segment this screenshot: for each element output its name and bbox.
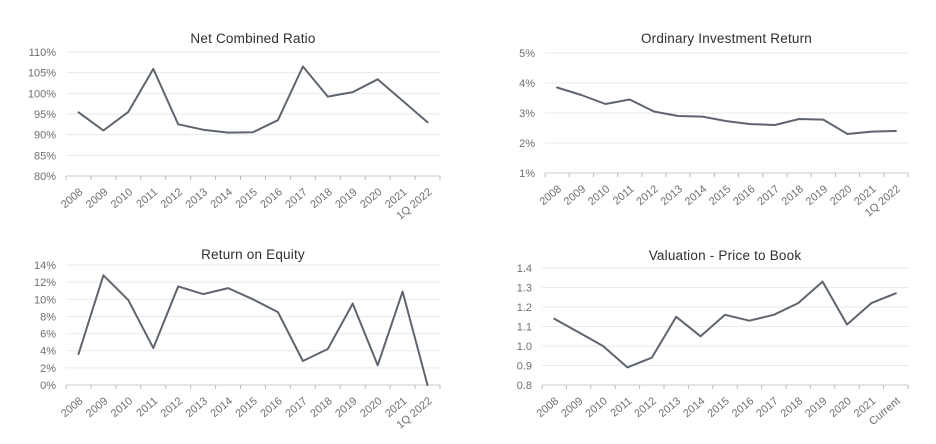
x-tick-label: 2019 (333, 395, 359, 420)
x-tick-label: 2013 (657, 395, 683, 420)
x-tick-label: 2017 (283, 395, 309, 420)
y-tick-label: 0.9 (517, 361, 532, 373)
y-tick-label: 1.4 (517, 263, 532, 275)
x-tick-label: 2009 (559, 395, 585, 420)
x-tick-label: 2015 (233, 186, 259, 211)
chart-ordinary-investment-return: Ordinary Investment Return 5% 4% 3% 2% 1% 200… (468, 0, 936, 222)
x-tick-label: 2017 (755, 183, 781, 208)
valuation-price-to-book-plot: 1.41.31.21.11.00.90.82008200920102011201… (517, 263, 909, 428)
x-tick-label: 2020 (828, 183, 854, 208)
y-tick-label: 8% (40, 311, 56, 323)
x-tick-label: 2010 (109, 186, 135, 211)
y-tick-label: 90% (34, 130, 56, 142)
x-tick-label: 2009 (84, 186, 110, 211)
x-tick-label: 2011 (134, 395, 160, 419)
x-tick-label: 2012 (159, 186, 185, 211)
y-tick-label: 3% (519, 108, 535, 120)
x-tick-label: 2010 (583, 395, 609, 420)
x-tick-label: 2014 (683, 183, 709, 208)
y-tick-label: 0% (40, 380, 56, 392)
series-line (556, 86, 897, 135)
x-tick-label: 2013 (659, 183, 685, 208)
x-tick-label: 2010 (586, 183, 612, 208)
y-tick-label: 1.0 (517, 341, 532, 353)
chart-title: Valuation - Price to Book (648, 248, 802, 263)
y-tick-label: 2% (519, 138, 535, 150)
y-tick-label: 0.8 (517, 380, 532, 392)
series-line (77, 274, 429, 386)
y-tick-label: 4% (519, 78, 535, 90)
chart-title: Net Combined Ratio (190, 31, 316, 46)
x-tick-label: 2014 (209, 395, 235, 420)
y-tick-label: 5% (519, 48, 535, 60)
x-tick-label: 2017 (283, 186, 309, 211)
x-tick-label: 2013 (184, 395, 210, 420)
y-tick-label: 10% (34, 294, 56, 306)
chart-title: Ordinary Investment Return (640, 31, 813, 46)
y-tick-label: 85% (34, 150, 56, 162)
y-tick-label: 2% (40, 363, 56, 375)
chart-valuation-price-to-book: Valuation - Price to Book 1.4 1.3 1.2 1.1 1.… (468, 222, 936, 444)
x-tick-label: 2008 (59, 395, 85, 420)
y-tick-label: 110% (29, 47, 57, 59)
x-tick-label: 2016 (731, 183, 757, 208)
x-tick-label: 2016 (730, 395, 756, 420)
y-tick-label: 1.3 (517, 283, 532, 295)
ordinary-investment-return-plot: 5%4%3%2%1%200820092010201120122013201420… (519, 48, 909, 219)
x-tick-label: 2008 (538, 183, 564, 208)
y-tick-label: 105% (28, 68, 56, 80)
y-tick-label: 4% (40, 346, 56, 358)
y-tick-label: 100% (28, 88, 56, 100)
x-tick-label: 2012 (634, 183, 660, 208)
x-tick-label: 2012 (159, 395, 185, 420)
chart-net-combined-ratio: Net Combined Ratio 110% 105% 100% 95% 90% 85%… (0, 0, 468, 222)
x-tick-label: 2011 (611, 183, 637, 207)
x-tick-label: 2010 (109, 395, 135, 420)
x-tick-label: 2011 (134, 186, 160, 210)
x-tick-label: 2015 (707, 183, 733, 208)
x-tick-label: 2016 (258, 395, 284, 420)
x-tick-label: 2020 (358, 186, 384, 211)
x-tick-label: 2009 (84, 395, 110, 420)
x-tick-label: 2009 (562, 183, 588, 208)
x-tick-label: 2015 (705, 395, 731, 420)
x-tick-label: 2014 (681, 395, 707, 420)
y-tick-label: 6% (40, 329, 56, 341)
x-tick-label: 2018 (308, 395, 334, 420)
x-tick-label: 2008 (59, 186, 85, 211)
y-tick-label: 12% (34, 277, 56, 289)
y-tick-label: 1% (519, 168, 535, 180)
x-tick-label: 2012 (632, 395, 658, 420)
series-line (553, 280, 897, 369)
y-tick-label: 95% (34, 109, 56, 121)
y-tick-label: 1.2 (517, 302, 532, 314)
x-tick-label: 2011 (608, 395, 634, 419)
x-tick-label: 2015 (233, 395, 259, 420)
x-tick-label: 2018 (779, 395, 805, 420)
x-tick-label: 2020 (358, 395, 384, 420)
x-tick-label: 2008 (535, 395, 561, 420)
x-tick-label: 2018 (308, 186, 334, 211)
x-tick-label: 2019 (804, 183, 830, 208)
y-tick-label: 1.1 (517, 322, 532, 334)
series-line (77, 65, 429, 134)
y-tick-label: 80% (34, 171, 56, 183)
x-tick-label: 2019 (333, 186, 359, 211)
x-tick-label: 2017 (754, 395, 780, 420)
x-tick-label: 2016 (258, 186, 284, 211)
x-tick-label: 2019 (803, 395, 829, 420)
chart-return-on-equity: Return on Equity 14% 12% 10% 8% 6% 4% 2% 0% 2008… (0, 222, 468, 444)
x-tick-label: 2020 (827, 395, 853, 420)
x-tick-label: 2014 (209, 186, 235, 211)
x-tick-label: 2013 (184, 186, 210, 211)
y-tick-label: 14% (34, 260, 56, 272)
chart-title: Return on Equity (201, 247, 305, 262)
x-tick-label: 2018 (780, 183, 806, 208)
